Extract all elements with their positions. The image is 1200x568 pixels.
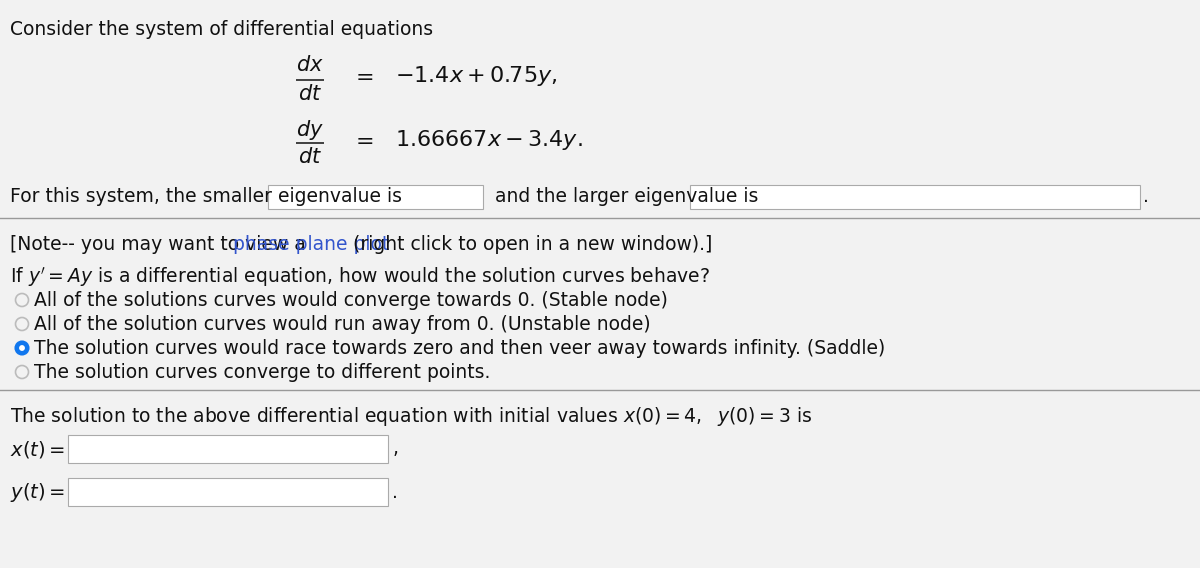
Text: $1.66667x - 3.4y.$: $1.66667x - 3.4y.$ (395, 127, 583, 152)
FancyBboxPatch shape (68, 435, 388, 463)
Text: .: . (392, 482, 398, 502)
Text: $dx$: $dx$ (296, 55, 324, 75)
Text: $-1.4x + 0.75y,$: $-1.4x + 0.75y,$ (395, 65, 557, 89)
FancyBboxPatch shape (68, 478, 388, 506)
Circle shape (19, 345, 25, 351)
Text: (right click to open in a new window).]: (right click to open in a new window).] (348, 235, 713, 254)
Text: phase plane plot: phase plane plot (233, 235, 389, 254)
Text: Consider the system of differential equations: Consider the system of differential equa… (10, 20, 433, 39)
Text: .: . (1142, 187, 1148, 207)
Text: For this system, the smaller eigenvalue is: For this system, the smaller eigenvalue … (10, 187, 402, 207)
FancyBboxPatch shape (268, 185, 482, 209)
FancyBboxPatch shape (690, 185, 1140, 209)
Text: $dy$: $dy$ (296, 118, 324, 142)
Text: [Note-- you may want to view a: [Note-- you may want to view a (10, 235, 312, 254)
Text: The solution curves converge to different points.: The solution curves converge to differen… (34, 362, 491, 382)
Text: $y(t) =$: $y(t) =$ (10, 481, 65, 503)
Text: $dt$: $dt$ (298, 147, 322, 167)
Text: $=$: $=$ (350, 66, 373, 86)
Text: $=$: $=$ (350, 130, 373, 149)
Text: and the larger eigenvalue is: and the larger eigenvalue is (496, 187, 758, 207)
Circle shape (16, 341, 29, 354)
Text: $dt$: $dt$ (298, 84, 322, 104)
Text: All of the solution curves would run away from 0. (Unstable node): All of the solution curves would run awa… (34, 315, 650, 333)
Text: $x(t) =$: $x(t) =$ (10, 438, 65, 460)
Text: The solution curves would race towards zero and then veer away towards infinity.: The solution curves would race towards z… (34, 339, 886, 357)
Text: The solution to the above differential equation with initial values $x(0) = 4,\ : The solution to the above differential e… (10, 405, 812, 428)
Text: If $y' = Ay$ is a differential equation, how would the solution curves behave?: If $y' = Ay$ is a differential equation,… (10, 265, 710, 289)
Text: ,: , (392, 440, 398, 458)
Text: All of the solutions curves would converge towards 0. (Stable node): All of the solutions curves would conver… (34, 290, 668, 310)
